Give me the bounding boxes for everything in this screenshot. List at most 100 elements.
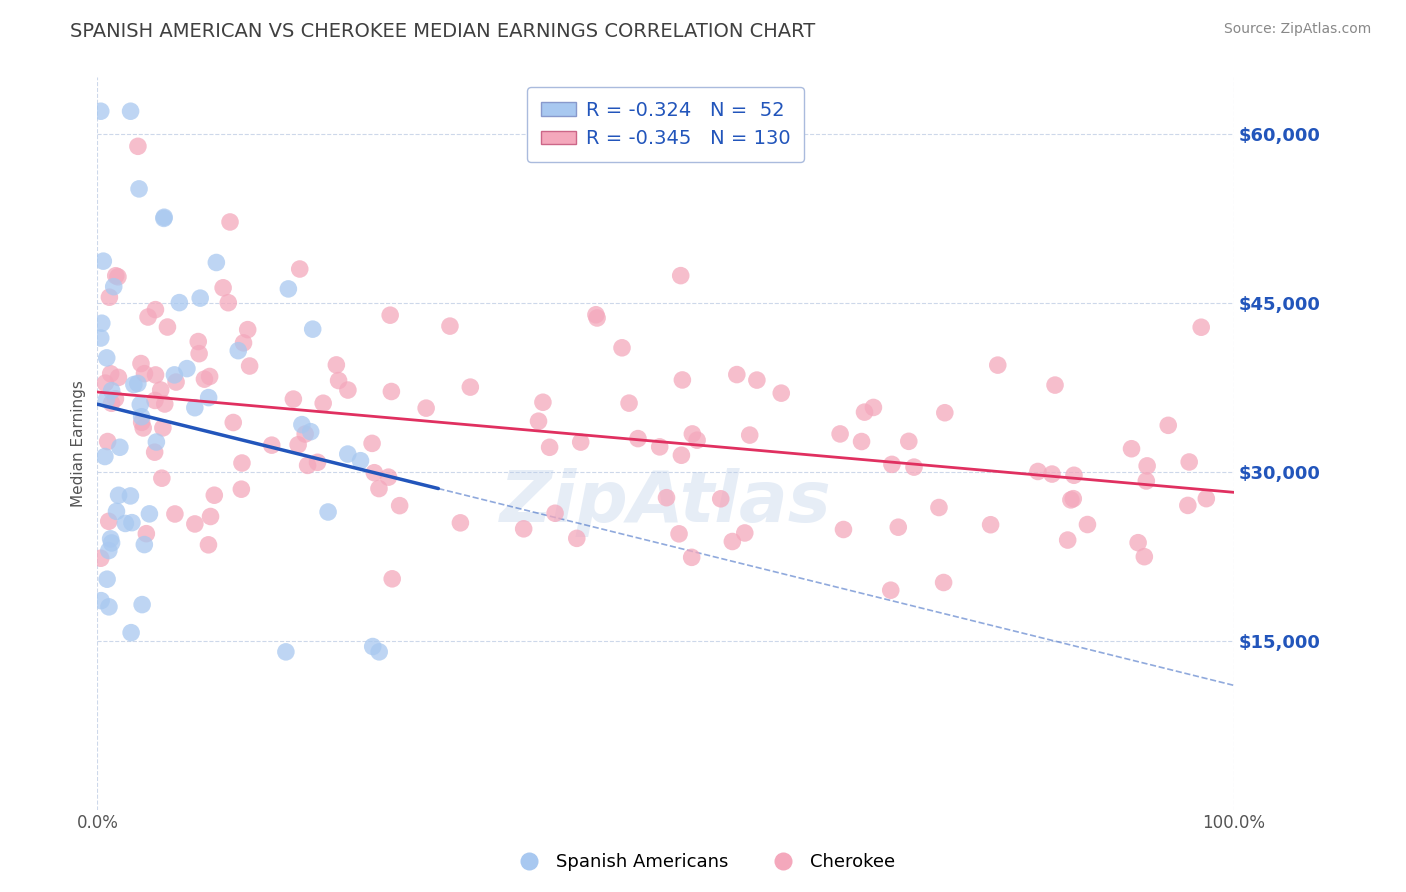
Point <box>205 255 228 269</box>
Point <box>152 421 174 435</box>
Point <box>100 532 122 546</box>
Point <box>135 526 157 541</box>
Point <box>1136 458 1159 473</box>
Point <box>851 434 873 449</box>
Point <box>127 139 149 153</box>
Point <box>531 395 554 409</box>
Point <box>710 491 733 506</box>
Point <box>361 436 384 450</box>
Point <box>932 575 955 590</box>
Point <box>307 455 329 469</box>
Point <box>527 414 550 428</box>
Point <box>129 398 152 412</box>
Point <box>197 391 219 405</box>
Text: Source: ZipAtlas.com: Source: ZipAtlas.com <box>1223 22 1371 37</box>
Point <box>236 323 259 337</box>
Point <box>903 460 925 475</box>
Point <box>363 466 385 480</box>
Point <box>538 440 561 454</box>
Point <box>188 346 211 360</box>
Point <box>143 445 166 459</box>
Point <box>770 386 793 401</box>
Point <box>669 268 692 283</box>
Point <box>668 526 690 541</box>
Point <box>94 450 117 464</box>
Point <box>1135 474 1157 488</box>
Point <box>325 358 347 372</box>
Point <box>202 488 225 502</box>
Point <box>222 416 245 430</box>
Point <box>328 374 350 388</box>
Point <box>100 396 122 410</box>
Point <box>1178 455 1201 469</box>
Point <box>648 440 671 454</box>
Point <box>627 432 650 446</box>
Point <box>745 373 768 387</box>
Point <box>145 368 167 382</box>
Point <box>163 368 186 382</box>
Point <box>145 302 167 317</box>
Point <box>380 384 402 399</box>
Point <box>610 341 633 355</box>
Point <box>294 427 316 442</box>
Point <box>336 383 359 397</box>
Point <box>96 572 118 586</box>
Point <box>1040 467 1063 481</box>
Point <box>1177 499 1199 513</box>
Point <box>1076 517 1098 532</box>
Point <box>163 507 186 521</box>
Point <box>853 405 876 419</box>
Point <box>90 593 112 607</box>
Point <box>671 373 693 387</box>
Point <box>565 532 588 546</box>
Point <box>880 583 903 598</box>
Point <box>107 370 129 384</box>
Point <box>169 295 191 310</box>
Point <box>297 458 319 473</box>
Point <box>132 421 155 435</box>
Point <box>980 517 1002 532</box>
Point <box>134 538 156 552</box>
Point <box>1056 533 1078 547</box>
Point <box>197 538 219 552</box>
Point <box>585 308 607 322</box>
Point <box>226 343 249 358</box>
Point <box>686 433 709 447</box>
Point <box>97 434 120 449</box>
Point <box>129 357 152 371</box>
Point <box>128 182 150 196</box>
Point <box>153 397 176 411</box>
Point <box>131 409 153 424</box>
Point <box>120 104 142 119</box>
Point <box>90 316 112 330</box>
Point <box>283 392 305 406</box>
Point <box>122 377 145 392</box>
Point <box>104 392 127 406</box>
Point <box>349 453 371 467</box>
Point <box>586 310 609 325</box>
Point <box>569 435 592 450</box>
Point <box>90 331 112 345</box>
Point <box>671 448 693 462</box>
Point <box>734 525 756 540</box>
Point <box>415 401 437 416</box>
Point <box>127 376 149 391</box>
Point <box>90 551 112 566</box>
Point <box>149 383 172 397</box>
Point <box>377 470 399 484</box>
Point <box>738 428 761 442</box>
Point <box>120 625 142 640</box>
Point <box>156 320 179 334</box>
Point <box>97 543 120 558</box>
Point <box>460 380 482 394</box>
Point <box>131 415 153 429</box>
Point <box>277 282 299 296</box>
Point <box>231 456 253 470</box>
Point <box>291 417 314 432</box>
Point <box>184 401 207 415</box>
Point <box>832 523 855 537</box>
Point <box>361 640 384 654</box>
Point <box>287 438 309 452</box>
Point <box>153 211 176 226</box>
Point <box>114 516 136 531</box>
